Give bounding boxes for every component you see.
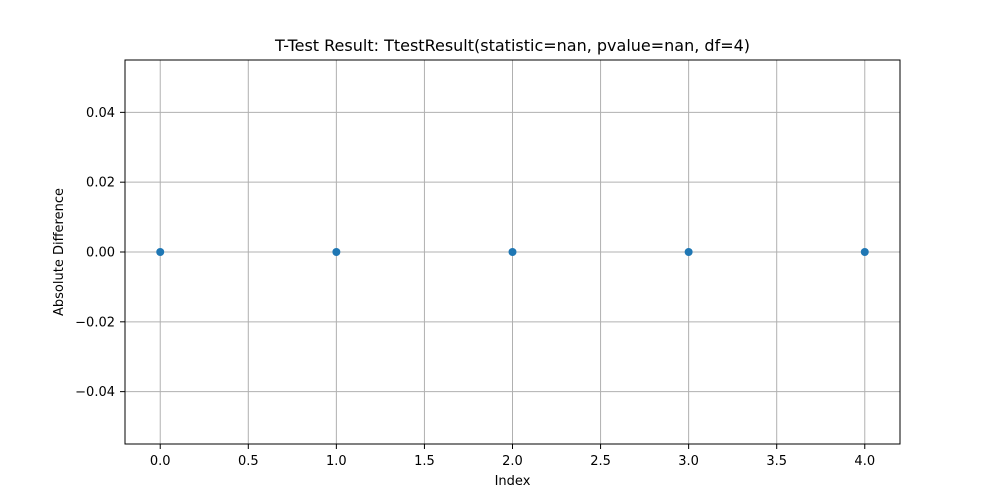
data-point (508, 248, 517, 256)
ticks-layer: 0.0 0.5 1.0 1.5 2.0 2.5 3.0 3.5 4.0 −0.04 −0.02 0.0… (75, 106, 875, 469)
x-tick-label: 2.5 (590, 454, 611, 469)
x-tick-label: 3.5 (766, 454, 787, 469)
y-tick-label: 0.04 (86, 106, 115, 121)
y-tick-label: −0.02 (75, 315, 115, 330)
grid-layer (125, 60, 900, 444)
x-tick-label: 3.0 (678, 454, 699, 469)
y-tick-label: 0.02 (86, 176, 115, 191)
x-tick-label: 1.5 (414, 454, 435, 469)
x-tick-label: 4.0 (854, 454, 875, 469)
data-point (332, 248, 341, 256)
x-tick-label: 0.0 (150, 454, 171, 469)
data-point (860, 248, 869, 256)
data-point (156, 248, 165, 256)
data-point (684, 248, 693, 256)
x-tick-label: 1.0 (326, 454, 347, 469)
y-tick-label: 0.00 (86, 246, 115, 261)
x-tick-label: 2.0 (502, 454, 523, 469)
points-layer (156, 248, 869, 256)
x-tick-label: 0.5 (238, 454, 259, 469)
x-axis-label: Index (495, 474, 531, 489)
y-tick-label: −0.04 (75, 385, 115, 400)
y-axis-label: Absolute Difference (52, 188, 67, 316)
chart-title: T-Test Result: TtestResult(statistic=nan… (274, 36, 750, 55)
